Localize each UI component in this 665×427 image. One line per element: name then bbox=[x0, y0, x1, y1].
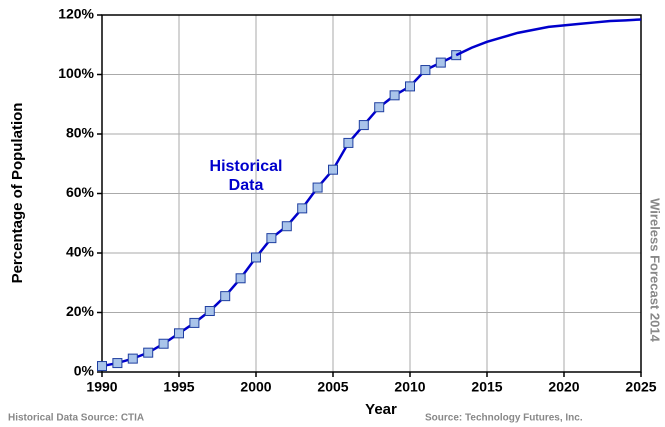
source-note: Source: Technology Futures, Inc. bbox=[425, 413, 583, 424]
data-point bbox=[112, 358, 123, 369]
data-point bbox=[281, 221, 292, 232]
x-tick-label: 1995 bbox=[163, 379, 194, 395]
y-tick-label: 20% bbox=[66, 303, 95, 319]
data-point bbox=[343, 137, 354, 148]
series-line bbox=[101, 54, 457, 368]
data-point bbox=[374, 102, 385, 113]
data-point bbox=[420, 65, 431, 76]
y-tick-label: 80% bbox=[66, 125, 95, 141]
y-tick-label: 120% bbox=[58, 6, 94, 22]
series-line bbox=[455, 18, 642, 57]
series-label: Historical Data bbox=[209, 158, 283, 194]
data-point bbox=[158, 338, 169, 349]
data-point bbox=[297, 203, 308, 214]
data-point bbox=[189, 317, 200, 328]
x-tick-label: 1990 bbox=[86, 379, 117, 395]
x-tick-label: 2015 bbox=[471, 379, 502, 395]
data-point bbox=[204, 306, 215, 317]
data-point bbox=[389, 90, 400, 101]
data-point bbox=[312, 182, 323, 193]
y-tick-label: 100% bbox=[58, 65, 94, 81]
y-tick-label: 60% bbox=[66, 184, 95, 200]
x-tick-label: 2000 bbox=[240, 379, 271, 395]
y-tick-label: 0% bbox=[74, 363, 95, 379]
x-tick-label: 2010 bbox=[394, 379, 425, 395]
x-tick-label: 2025 bbox=[625, 379, 656, 395]
data-point bbox=[251, 252, 261, 263]
data-point bbox=[143, 347, 154, 358]
watermark: Wireless Forecast 2014 bbox=[648, 198, 663, 342]
data-point bbox=[405, 81, 415, 92]
data-point bbox=[220, 291, 231, 302]
x-axis-label: Year bbox=[365, 401, 397, 418]
data-point bbox=[174, 328, 184, 339]
source-note: Historical Data Source: CTIA bbox=[8, 413, 144, 424]
y-tick-label: 40% bbox=[66, 244, 95, 260]
x-tick-label: 2020 bbox=[548, 379, 579, 395]
plot-frame bbox=[101, 14, 642, 373]
data-point bbox=[435, 57, 446, 68]
x-tick-label: 2005 bbox=[317, 379, 348, 395]
y-axis-label: Percentage of Population bbox=[9, 103, 26, 284]
data-point bbox=[235, 273, 246, 284]
data-point bbox=[97, 361, 107, 372]
data-point bbox=[328, 164, 338, 175]
data-point bbox=[127, 353, 138, 364]
data-point bbox=[358, 120, 369, 131]
data-point bbox=[266, 233, 277, 244]
